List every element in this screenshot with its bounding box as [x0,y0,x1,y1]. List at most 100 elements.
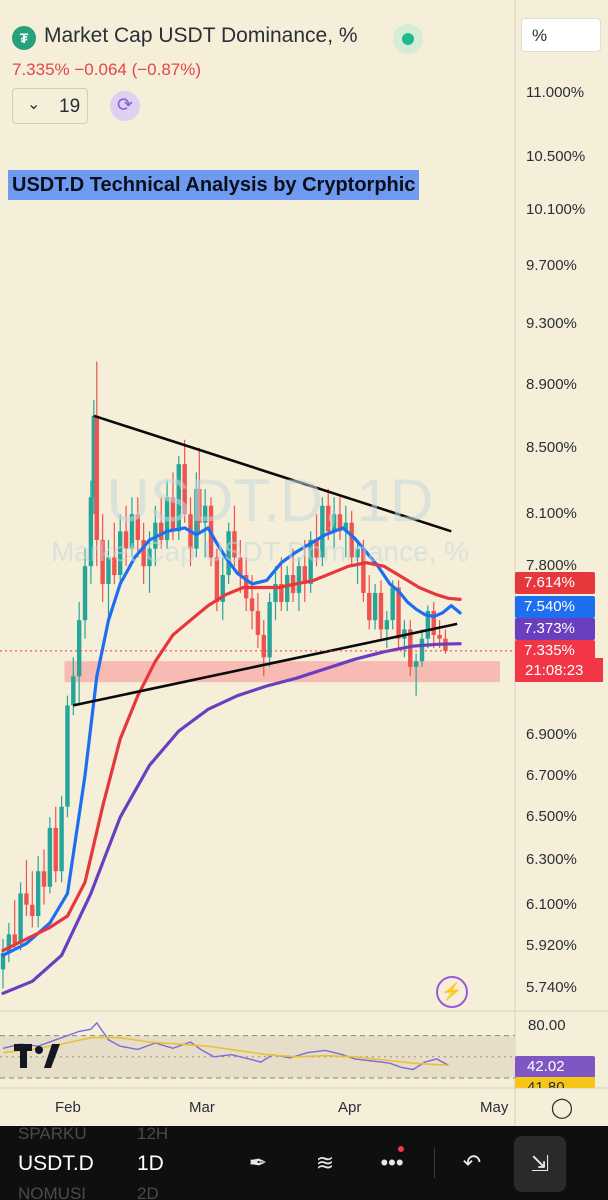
candle-body-21 [118,531,123,576]
ghost-symbol-bottom: NOMUSI [18,1184,86,1200]
candle-body-11 [65,705,70,807]
candle-body-9 [53,827,58,872]
candle-body-38 [214,557,220,602]
symbol-title[interactable]: Market Cap USDT Dominance, % [44,24,358,47]
support-zone-layer [64,661,500,683]
candle-32 [182,439,187,523]
candle-body-55 [314,539,319,558]
price-badge-2: 7.373% [515,618,595,640]
candle-28 [159,497,164,549]
sync-icon[interactable]: ⟳ [110,91,140,121]
candle-25 [141,522,146,584]
candle-61 [349,510,354,567]
candle-68 [390,580,395,630]
candle-70 [402,620,407,658]
candle-body-75 [431,611,436,635]
trendlines-layer [73,414,458,707]
candle-body-44 [249,598,255,612]
candle-73 [419,629,425,667]
candle-2 [12,900,17,951]
price-badge-3: 7.335% [515,640,595,662]
symbol-selector[interactable]: USDT.D [18,1152,94,1175]
candle-48 [273,566,278,621]
notification-dot [398,1146,404,1152]
candle-body-4 [24,893,29,905]
candle-body-69 [396,587,401,639]
price-tick-label: 9.300% [526,314,577,332]
analysis-annotation[interactable]: USDT.D Technical Analysis by Cryptorphic [8,170,420,200]
price-tick-label: 9.700% [526,257,577,274]
price-tick-label: 7.800% [526,557,577,575]
candle-39 [220,557,225,621]
candle-74 [425,605,431,649]
candle-body-56 [320,505,325,558]
candle-16 [91,400,97,515]
candle-40 [226,522,231,584]
candle-8 [47,817,53,894]
price-tick-label: 10.500% [526,147,586,165]
candle-66 [378,580,384,639]
time-tick-label: Apr [338,1099,362,1116]
gear-icon[interactable]: ◯ [550,1097,574,1119]
candle-65 [372,583,378,630]
candle-41 [232,505,237,567]
time-tick-label: Feb [55,1099,81,1116]
pen-icon[interactable]: ✒ [248,1150,268,1175]
more-icon[interactable]: ••• [380,1150,404,1175]
candle-15 [88,480,94,584]
candle-body-68 [390,587,395,621]
candle-body-53 [302,566,307,584]
undo-icon[interactable]: ↶ [462,1150,482,1175]
candle-body-42 [238,557,243,576]
candle-body-41 [232,531,237,558]
fullscreen-icon[interactable]: ⇲ [514,1136,566,1192]
interval-selector[interactable]: 1D [137,1152,164,1175]
price-tick-label: 11.000% [526,83,585,101]
candle-body-59 [337,514,343,532]
candle-body-23 [129,514,135,549]
candle-body-7 [41,871,47,887]
candle-body-10 [59,806,64,872]
trend-icon[interactable]: ≋ [315,1150,335,1175]
candle-64 [367,575,372,630]
candle-body-60 [343,522,349,532]
candle-body-32 [182,464,187,515]
price-tick-label: 10.100% [526,201,586,219]
candle-body-28 [159,522,164,540]
candle-56 [320,497,325,567]
candle-7 [41,849,47,905]
scale-unit-button[interactable]: % [521,18,601,52]
candle-17 [94,361,99,567]
toolbar-divider [434,1148,435,1178]
candle-body-73 [419,638,425,662]
candle-body-65 [372,592,378,621]
time-tick-label: May [480,1099,509,1116]
candle-body-49 [279,583,284,602]
candle-75 [431,601,436,649]
candle-body-64 [367,592,372,621]
candle-body-12 [71,676,76,706]
ema-layer [1,526,462,995]
indicators-toggle[interactable]: ⌄ 19 [12,88,88,124]
candle-5 [30,871,35,928]
candle-body-46 [261,634,266,658]
candle-body-17 [94,415,99,540]
candle-body-35 [197,488,202,523]
candle-body-40 [226,531,231,576]
indicator-count: 19 [59,96,81,117]
candle-23 [129,497,135,558]
candle-77 [443,629,448,654]
candle-body-18 [100,539,105,584]
candle-body-2 [12,934,17,944]
market-status-icon[interactable] [393,24,423,54]
candle-body-74 [425,611,431,639]
candle-47 [267,592,272,667]
price-badge-1: 7.540% [515,596,595,618]
price-badge-0: 7.614% [515,572,595,594]
candle-body-30 [170,497,176,532]
candle-body-45 [255,611,261,635]
flash-icon[interactable]: ⚡ [436,976,468,1008]
chart-canvas[interactable] [0,0,608,1126]
candle-body-52 [296,566,302,593]
candle-46 [261,620,266,677]
